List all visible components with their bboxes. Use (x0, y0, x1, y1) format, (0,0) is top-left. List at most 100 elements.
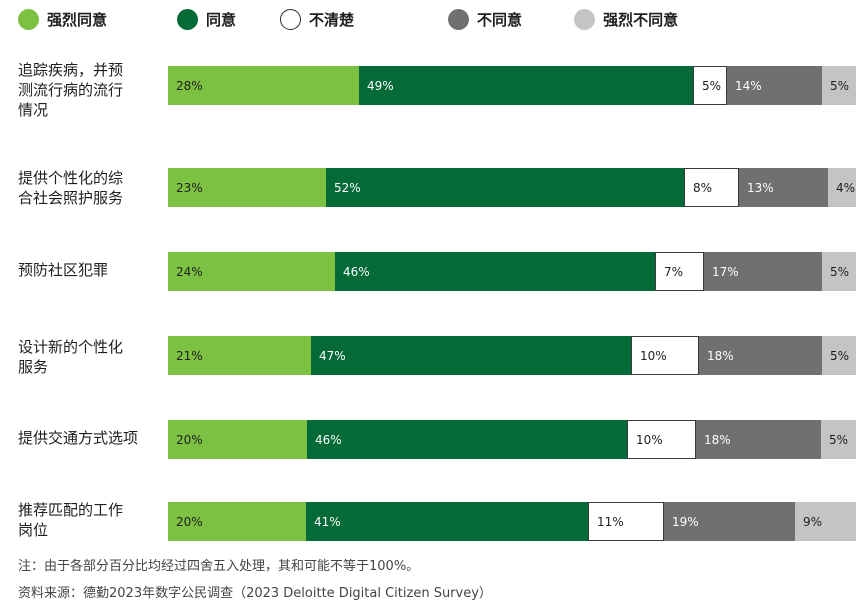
data-label: 5% (829, 432, 849, 447)
legend-item: 强烈同意 (18, 8, 108, 30)
bar-row: 20% 41% 11% 19% 9% (168, 502, 856, 541)
bar-segment: 24% (168, 252, 335, 291)
legend-label: 不清楚 (309, 10, 355, 29)
bar-segment: 5% (822, 252, 856, 291)
bar-segment: 23% (168, 168, 326, 207)
data-label: 28% (176, 78, 203, 93)
data-label: 5% (830, 78, 850, 93)
legend-item: 强烈不同意 (574, 8, 679, 30)
legend-item: 不清楚 (280, 8, 355, 30)
bar-segment: 46% (335, 252, 655, 291)
data-label: 52% (334, 180, 361, 195)
data-label: 21% (176, 348, 203, 363)
bar-segment: 5% (822, 336, 856, 375)
legend-label: 同意 (206, 10, 237, 29)
bar-segment: 47% (311, 336, 631, 375)
bar-segment: 49% (359, 66, 693, 105)
category-label-line: 情况 (18, 101, 49, 119)
data-label: 19% (672, 514, 699, 529)
bar-segment: 4% (828, 168, 856, 207)
bar-segment: 7% (655, 252, 704, 291)
bar-segment: 17% (704, 252, 822, 291)
source-note: 资料来源：德勤2023年数字公民调查（2023 Deloitte Digital… (18, 586, 492, 601)
category-label-line: 提供交通方式选项 (18, 429, 139, 447)
bar-segment: 19% (664, 502, 795, 541)
bar-segment: 8% (684, 168, 739, 207)
data-label: 49% (367, 78, 394, 93)
bar-segment: 20% (168, 502, 306, 541)
data-label: 23% (176, 180, 203, 195)
data-label: 46% (315, 432, 342, 447)
data-label: 5% (702, 78, 722, 93)
legend-swatch (574, 8, 596, 30)
bar-segment: 20% (168, 420, 307, 459)
legend-label: 不同意 (477, 10, 523, 29)
legend-label: 强烈同意 (47, 10, 108, 29)
bar-segment: 5% (821, 420, 856, 459)
data-label: 17% (712, 264, 739, 279)
data-label: 14% (735, 78, 762, 93)
data-label: 8% (693, 180, 713, 195)
legend-swatch (177, 8, 199, 30)
bar-row: 20% 46% 10% 18% 5% (168, 420, 856, 459)
data-label: 46% (343, 264, 370, 279)
category-label-line: 提供个性化的综 (18, 169, 124, 187)
data-label: 5% (830, 264, 850, 279)
data-label: 11% (597, 514, 624, 529)
data-label: 10% (636, 432, 663, 447)
bar-segment: 5% (693, 66, 727, 105)
category-label: 推荐匹配的工作 岗位 (18, 500, 158, 540)
category-label-line: 设计新的个性化 (18, 338, 124, 356)
data-label: 41% (314, 514, 341, 529)
category-label-line: 推荐匹配的工作 (18, 501, 124, 519)
bar-segment: 18% (699, 336, 822, 375)
data-label: 24% (176, 264, 203, 279)
category-label: 提供个性化的综 合社会照护服务 (18, 168, 158, 208)
data-label: 18% (704, 432, 731, 447)
bar-segment: 9% (795, 502, 856, 541)
bar-segment: 13% (739, 168, 828, 207)
category-label-line: 追踪疾病，并预 (18, 61, 124, 79)
legend-swatch (18, 8, 39, 30)
bar-segment: 52% (326, 168, 684, 207)
data-label: 20% (176, 514, 203, 529)
category-label-line: 合社会照护服务 (18, 189, 124, 207)
bar-segment: 14% (727, 66, 822, 105)
category-label-line: 岗位 (18, 521, 49, 539)
category-label: 追踪疾病，并预 测流行病的流行 情况 (18, 60, 158, 120)
data-label: 20% (176, 432, 203, 447)
category-label-line: 测流行病的流行 (18, 81, 124, 99)
bar-row: 24% 46% 7% 17% 5% (168, 252, 856, 291)
legend-label: 强烈不同意 (603, 10, 679, 29)
data-label: 7% (664, 264, 684, 279)
chart-legend: 强烈同意 同意 不清楚 不同意 强烈不同意 (18, 6, 722, 32)
legend-swatch (448, 8, 470, 30)
legend-item: 同意 (177, 8, 237, 30)
bar-segment: 18% (696, 420, 821, 459)
bar-segment: 10% (627, 420, 696, 459)
footnote: 注：由于各部分百分比均经过四舍五入处理，其和可能不等于100%。 (18, 559, 420, 574)
category-label: 设计新的个性化 服务 (18, 337, 158, 377)
category-label-line: 预防社区犯罪 (18, 261, 109, 279)
bar-segment: 21% (168, 336, 311, 375)
bar-segment: 10% (631, 336, 699, 375)
data-label: 5% (830, 348, 850, 363)
bar-segment: 5% (822, 66, 856, 105)
bar-segment: 46% (307, 420, 627, 459)
data-label: 47% (319, 348, 346, 363)
bar-row: 23% 52% 8% 13% 4% (168, 168, 856, 207)
legend-item: 不同意 (448, 8, 523, 30)
category-label-line: 服务 (18, 358, 49, 376)
data-label: 10% (640, 348, 667, 363)
category-label: 提供交通方式选项 (18, 428, 158, 448)
data-label: 18% (707, 348, 734, 363)
data-label: 4% (836, 180, 856, 195)
bar-segment: 41% (306, 502, 588, 541)
bar-segment: 28% (168, 66, 359, 105)
data-label: 13% (747, 180, 774, 195)
category-label: 预防社区犯罪 (18, 260, 158, 280)
bar-segment: 11% (588, 502, 664, 541)
bar-row: 21% 47% 10% 18% 5% (168, 336, 856, 375)
data-label: 9% (803, 514, 823, 529)
